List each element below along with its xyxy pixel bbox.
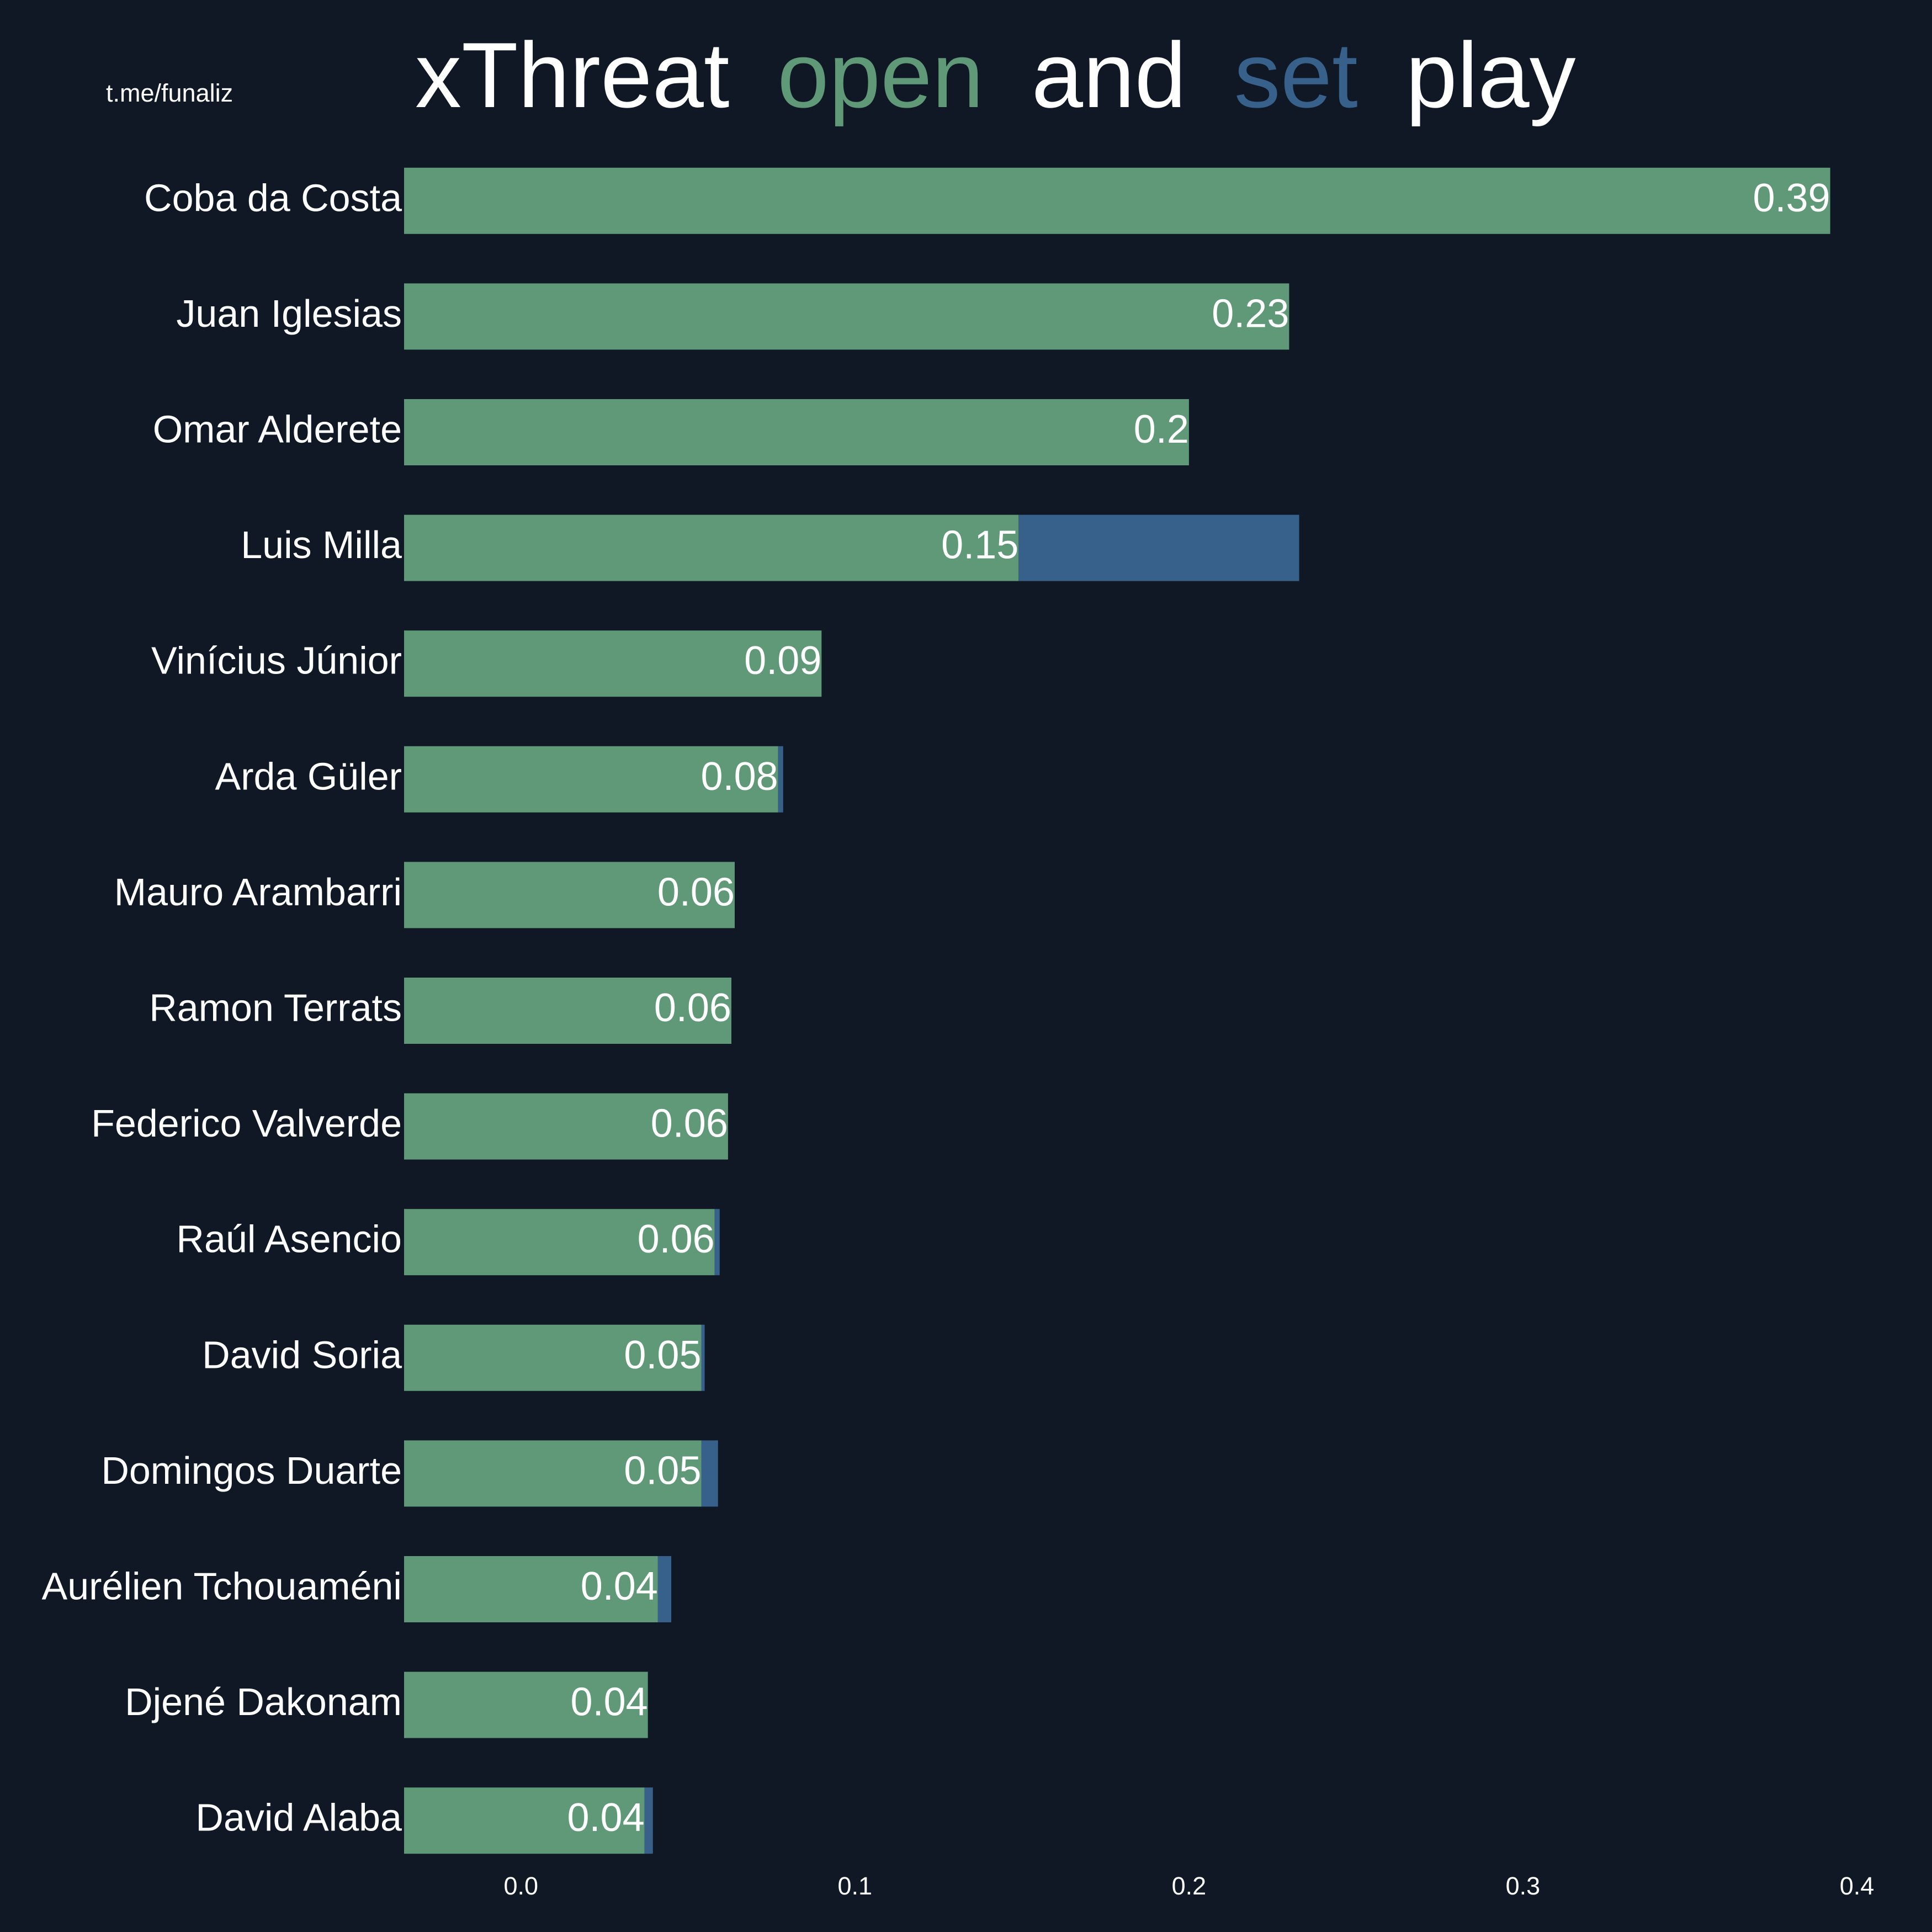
value-label: 0.06: [654, 986, 731, 1030]
bar-segment: [1018, 514, 1299, 581]
x-tick-label: 0.1: [838, 1872, 873, 1900]
bar-segment: [644, 1787, 653, 1854]
value-label: 0.15: [941, 523, 1018, 567]
title-part: and: [1032, 23, 1186, 127]
bar-segment: [404, 862, 735, 928]
value-label: 0.06: [638, 1217, 715, 1261]
y-tick-label: Coba da Costa: [144, 176, 402, 219]
value-label: 0.04: [571, 1680, 648, 1724]
x-tick-label: 0.3: [1506, 1872, 1541, 1900]
y-tick-label: Raúl Asencio: [176, 1218, 402, 1261]
bar-segment: [701, 1324, 705, 1391]
title-series-name: open: [777, 23, 984, 127]
value-label: 0.04: [567, 1796, 645, 1840]
y-tick-label: Domingos Duarte: [101, 1449, 402, 1492]
x-tick-label: 0.2: [1172, 1872, 1207, 1900]
value-label: 0.2: [1134, 407, 1189, 452]
bar-segment: [714, 1209, 720, 1276]
title-part: xThreat: [415, 23, 730, 127]
bar-segment: [404, 1209, 715, 1276]
bar-segment: [404, 1324, 702, 1391]
value-label: 0.23: [1212, 291, 1289, 336]
bar-segment: [404, 1556, 658, 1622]
y-tick-label: Vinícius Júnior: [151, 639, 402, 682]
value-label: 0.06: [651, 1102, 728, 1146]
y-tick-label: Juan Iglesias: [176, 292, 402, 335]
x-tick-label: 0.0: [503, 1872, 538, 1900]
y-tick-label: Ramon Terrats: [149, 986, 402, 1029]
bar-segment: [404, 630, 822, 697]
title-series-name: set: [1234, 23, 1358, 127]
title-part: play: [1405, 23, 1575, 127]
bar-segment: [404, 978, 731, 1044]
y-tick-label: Federico Valverde: [91, 1102, 402, 1145]
bar-segment: [404, 514, 1019, 581]
y-tick-label: Arda Güler: [215, 755, 402, 798]
bar-segment: [404, 399, 1189, 465]
y-tick-label: Luis Milla: [241, 523, 402, 566]
bar-segment: [404, 1787, 645, 1854]
bar-segment: [404, 1671, 648, 1738]
y-tick-label: Aurélien Tchouaméni: [42, 1564, 402, 1607]
y-tick-label: Djené Dakonam: [125, 1680, 402, 1723]
bar-segment: [404, 1093, 728, 1160]
value-label: 0.39: [1753, 176, 1830, 220]
y-tick-label: Omar Alderete: [153, 407, 402, 450]
bar-segment: [657, 1556, 672, 1622]
value-label: 0.05: [624, 1333, 701, 1377]
bar-segment: [701, 1440, 718, 1507]
value-label: 0.08: [701, 755, 778, 799]
bar-segment: [404, 283, 1289, 350]
y-tick-label: Mauro Arambarri: [114, 871, 402, 914]
value-label: 0.04: [581, 1564, 658, 1609]
chart-title: xThreat open and set play: [415, 23, 1576, 127]
x-tick-label: 0.4: [1840, 1872, 1875, 1900]
y-tick-label: David Soria: [202, 1333, 402, 1376]
bar-segment: [404, 1440, 702, 1507]
watermark: t.me/funaliz: [106, 79, 233, 107]
value-label: 0.09: [744, 639, 821, 683]
bar-segment: [404, 746, 778, 813]
y-tick-label: David Alaba: [195, 1796, 402, 1839]
bar-segment: [404, 167, 1830, 234]
value-label: 0.06: [657, 870, 735, 914]
value-label: 0.05: [624, 1448, 701, 1493]
bar-segment: [778, 746, 783, 813]
